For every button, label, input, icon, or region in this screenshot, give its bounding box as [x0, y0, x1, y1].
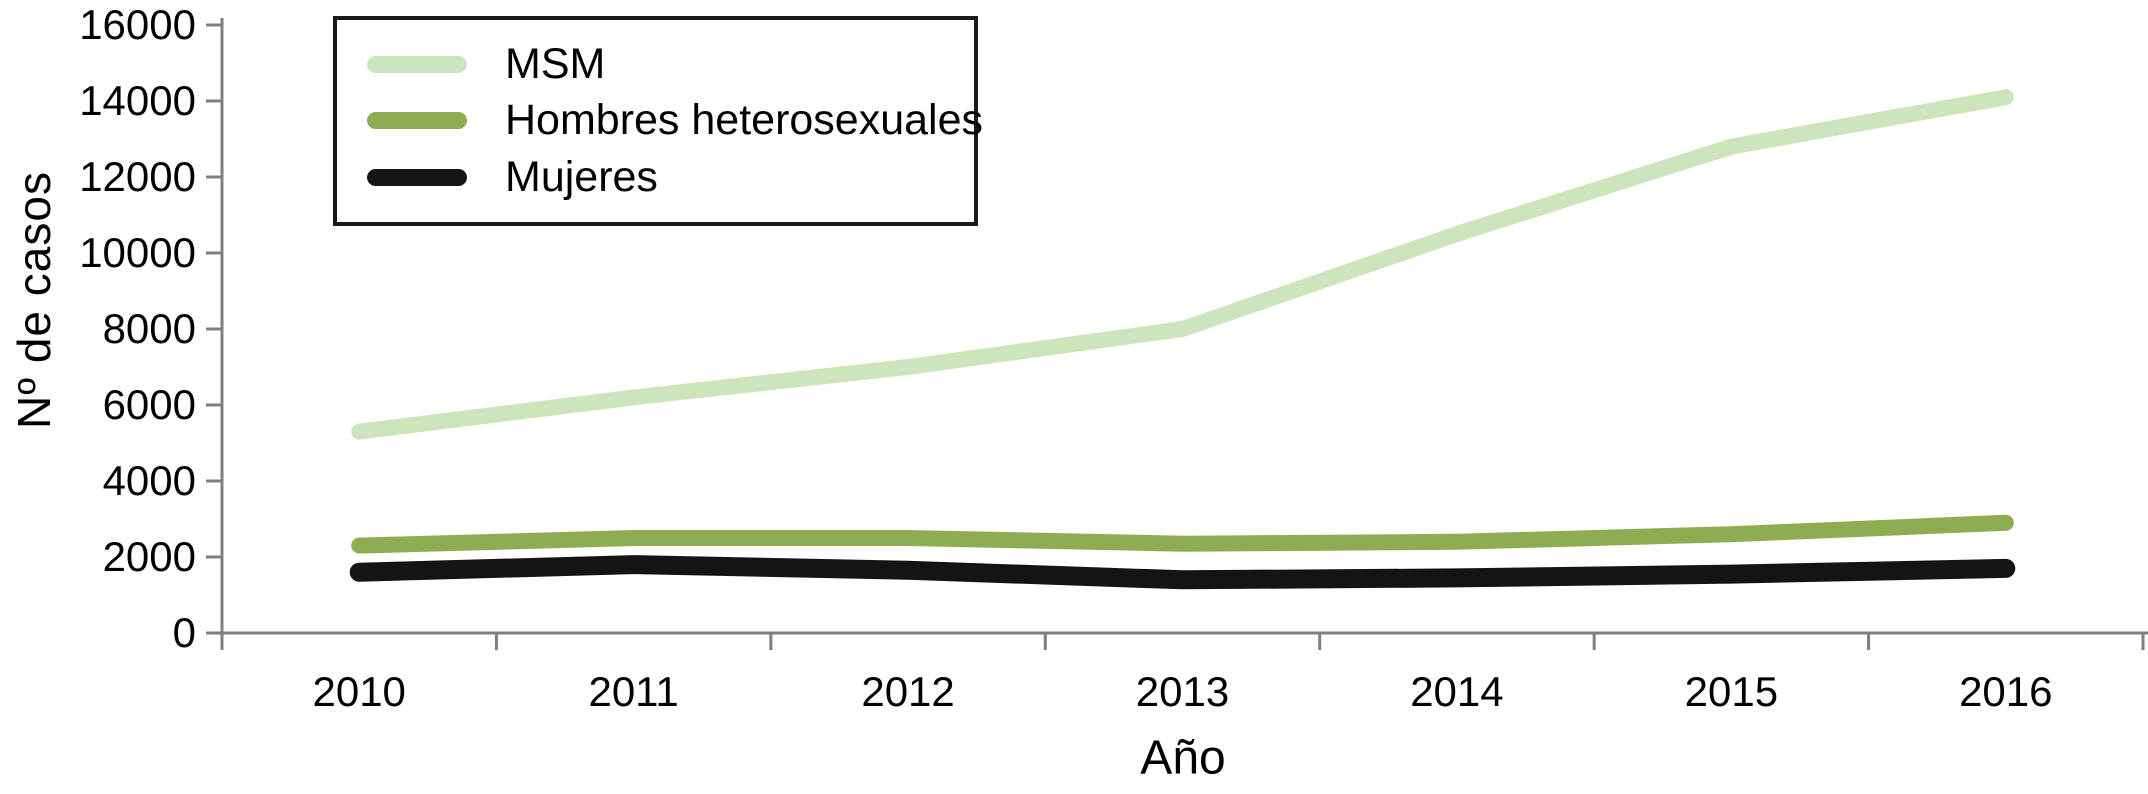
x-tick-label: 2012 — [861, 668, 954, 715]
x-axis-title: Año — [1140, 731, 1226, 785]
y-tick-label: 6000 — [103, 381, 196, 428]
x-tick-label: 2014 — [1410, 668, 1503, 715]
y-tick-label: 4000 — [103, 457, 196, 504]
legend-label-mujeres: Mujeres — [505, 152, 658, 201]
y-axis-title: Nº de casos — [8, 171, 60, 429]
legend-item-hombres-heterosexuales: Hombres heterosexuales — [367, 97, 983, 144]
x-tick-label: 2016 — [1959, 668, 2052, 715]
y-tick-label: 14000 — [79, 77, 196, 124]
legend-item-msm: MSM — [367, 40, 974, 89]
x-tick-label: 2011 — [588, 668, 678, 715]
legend-key-hombres-heterosexuales — [367, 112, 467, 130]
y-tick-label: 0 — [173, 609, 196, 656]
legend-item-mujeres: Mujeres — [367, 152, 974, 201]
series-line-1 — [351, 514, 2014, 554]
y-tick-label: 16000 — [79, 1, 196, 48]
legend: MSM Hombres heterosexuales Mujeres — [333, 16, 983, 226]
legend-key-mujeres — [367, 168, 467, 186]
legend-key-msm — [367, 56, 467, 74]
series-line-0 — [351, 89, 2014, 440]
x-tick-label: 2010 — [312, 668, 405, 715]
legend-label-msm: MSM — [505, 40, 606, 89]
y-tick-label: 12000 — [79, 153, 196, 200]
y-tick-label: 8000 — [103, 305, 196, 352]
legend-label-hombres-heterosexuales: Hombres heterosexuales — [505, 96, 984, 145]
x-tick-label: 2013 — [1136, 668, 1229, 715]
y-tick-label: 10000 — [79, 229, 196, 276]
x-tick-label: 2015 — [1685, 668, 1778, 715]
series-line-2 — [349, 555, 2016, 590]
y-tick-label: 2000 — [103, 533, 196, 580]
